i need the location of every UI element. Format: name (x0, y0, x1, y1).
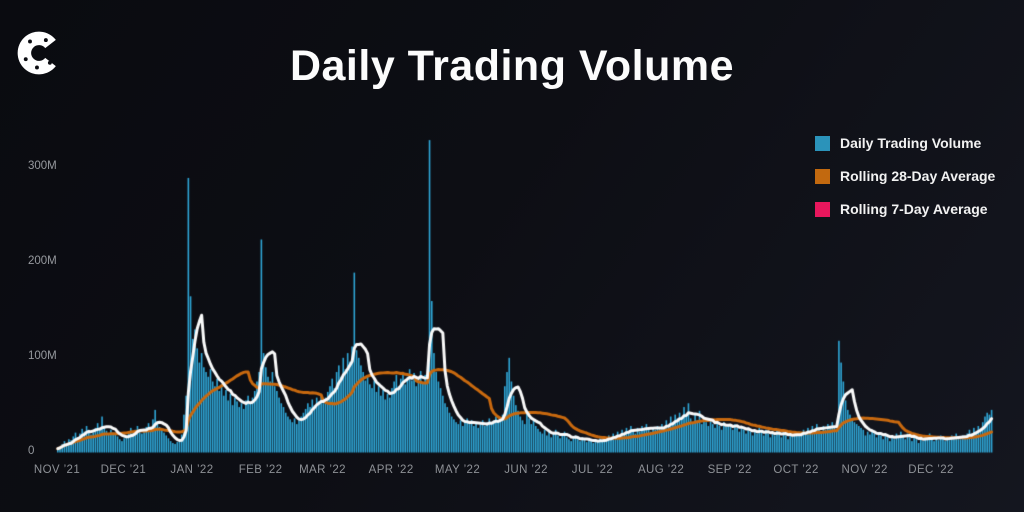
x-tick-label: NOV ’21 (33, 464, 81, 476)
x-tick-label: DEC ’22 (908, 464, 954, 476)
x-tick-label: DEC ’21 (100, 464, 147, 476)
y-tick-label: 200M (28, 255, 57, 268)
legend-item-7day-average: Rolling 7-Day Average (815, 199, 995, 219)
x-tick-label: JAN ’22 (170, 464, 214, 476)
x-tick-label: MAY ’22 (434, 464, 481, 476)
x-tick-label: FEB ’22 (238, 464, 283, 476)
legend-swatch-orange (815, 168, 830, 184)
legend-swatch-pink (815, 201, 830, 217)
legend-swatch-blue (815, 135, 830, 151)
x-tick-label: OCT ’22 (773, 464, 819, 476)
x-tick-label: SEP ’22 (707, 464, 752, 476)
legend-item-daily-volume: Daily Trading Volume (815, 133, 995, 153)
x-tick-label: APR ’22 (368, 464, 414, 476)
x-tick-label: MAR ’22 (299, 464, 346, 476)
legend-label: Rolling 7-Day Average (840, 201, 988, 217)
x-tick-label: JUL ’22 (571, 464, 614, 476)
y-tick-label: 300M (28, 160, 57, 173)
x-tick-label: NOV ’22 (841, 464, 888, 476)
chart-legend: Daily Trading Volume Rolling 28-Day Aver… (815, 133, 995, 232)
x-tick-label: JUN ’22 (504, 464, 548, 476)
y-tick-label: 100M (28, 349, 57, 362)
x-tick-label: AUG ’22 (637, 464, 685, 476)
legend-item-28day-average: Rolling 28-Day Average (815, 166, 995, 186)
legend-label: Daily Trading Volume (840, 135, 982, 151)
legend-label: Rolling 28-Day Average (840, 168, 996, 184)
y-tick-label: 0 (28, 444, 35, 457)
